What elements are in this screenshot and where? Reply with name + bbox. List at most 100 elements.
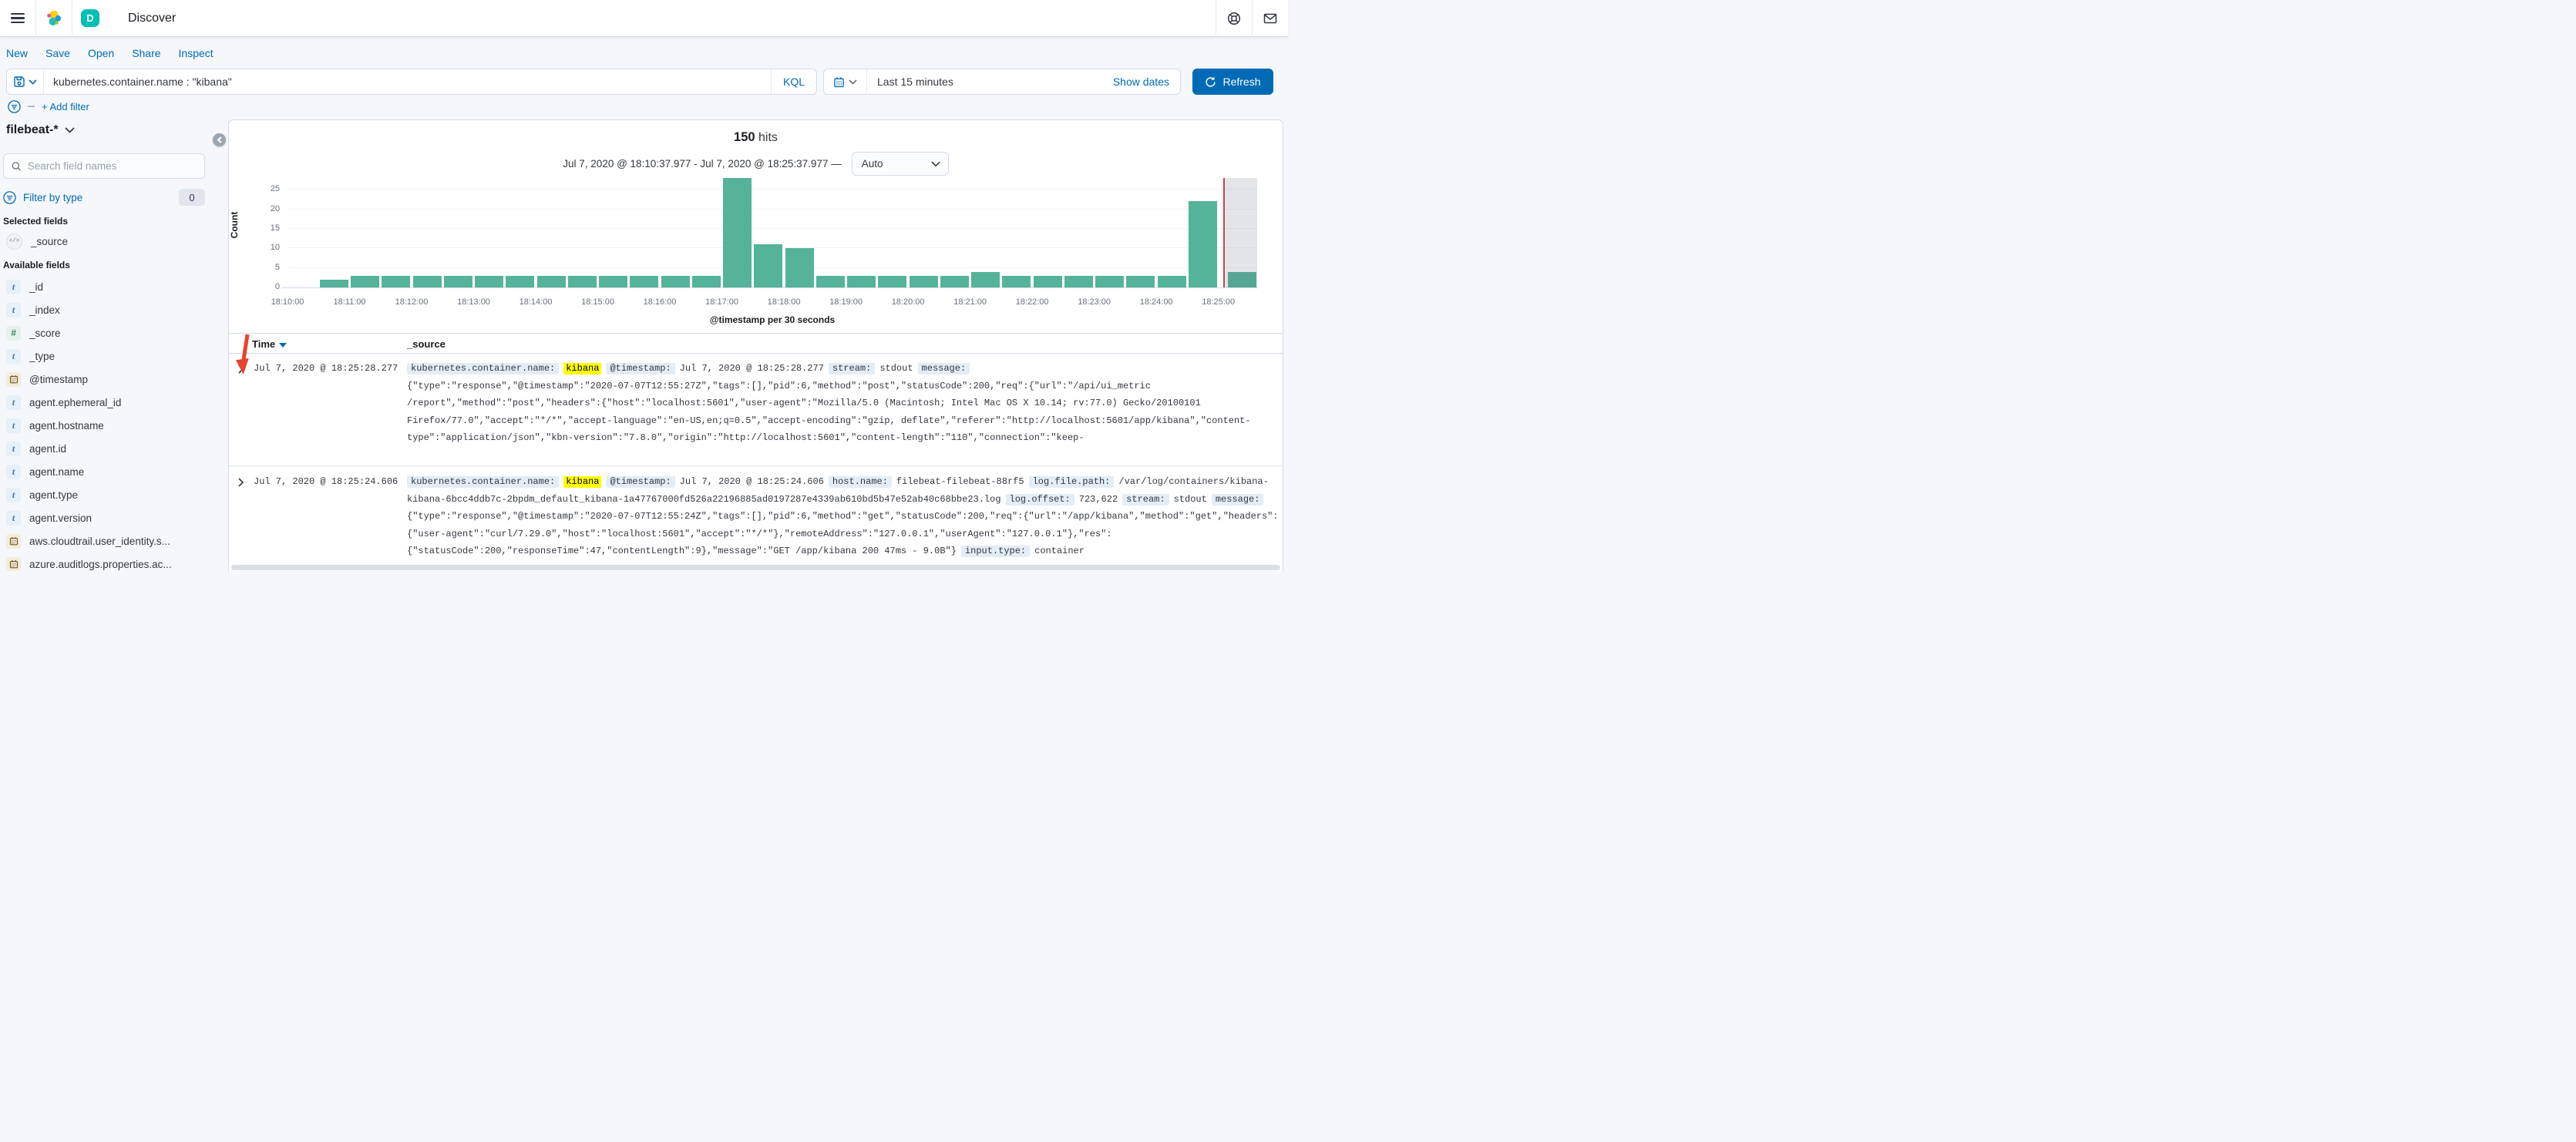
histogram-bar[interactable]: [909, 275, 938, 287]
query-language-button[interactable]: KQL: [770, 69, 816, 94]
histogram-bar[interactable]: [723, 178, 752, 287]
index-pattern-select[interactable]: filebeat-*: [6, 123, 75, 137]
document-row[interactable]: Jul 7, 2020 @ 18:25:24.606 kubernetes.con…: [229, 467, 1283, 572]
field-item-_score[interactable]: # _score: [0, 321, 228, 344]
histogram-bar[interactable]: [506, 275, 535, 287]
current-time-marker: [1223, 178, 1225, 287]
histogram-bar[interactable]: [536, 275, 566, 287]
horizontal-scrollbar[interactable]: [231, 565, 1280, 570]
histogram-bar[interactable]: [599, 275, 628, 287]
expand-row-button[interactable]: [237, 478, 244, 487]
histogram-bar[interactable]: [1157, 275, 1186, 287]
time-range-value[interactable]: Last 15 minutes: [877, 76, 953, 88]
field-item-@timestamp[interactable]: @timestamp: [0, 368, 228, 391]
histogram-bar[interactable]: [1033, 275, 1062, 287]
gridline: [288, 208, 1257, 210]
elastic-home-button[interactable]: [36, 0, 72, 37]
histogram-bar[interactable]: [1126, 275, 1155, 287]
field-item-agent.ephemeral_id[interactable]: t agent.ephemeral_id: [0, 391, 228, 414]
field-item-_type[interactable]: t _type: [0, 344, 228, 368]
x-axis-tick: 18:25:00: [1202, 297, 1236, 307]
field-search-box: [3, 153, 205, 179]
field-item-_index[interactable]: t _index: [0, 298, 228, 321]
field-item-azure.auditlogs.properties.ac...[interactable]: azure.auditlogs.properties.ac...: [0, 553, 228, 571]
histogram-bar[interactable]: [319, 279, 348, 287]
field-name: agent.version: [29, 512, 92, 524]
fields-sidebar: filebeat-* Filter by type 0 Selected fie…: [0, 116, 228, 571]
help-button[interactable]: [1216, 0, 1252, 37]
histogram-bar[interactable]: [971, 271, 1000, 287]
source-line: type":"application/json","kbn-version":"…: [407, 432, 1276, 450]
histogram-bar[interactable]: [661, 275, 690, 287]
field-value-text: 723,622: [1078, 493, 1118, 505]
histogram-bar[interactable]: [630, 275, 659, 287]
histogram-bar[interactable]: [1002, 275, 1031, 287]
histogram-bar[interactable]: [382, 275, 411, 287]
source-line: kibana-6bcc4ddb7c-2bpdm_default_kibana-1…: [407, 493, 1276, 512]
app-switcher-button[interactable]: D: [72, 0, 108, 37]
field-search-input[interactable]: [27, 160, 197, 172]
nav-link-save[interactable]: Save: [45, 47, 70, 59]
field-value-text: Jul 7, 2020 @ 18:25:24.606: [679, 476, 824, 487]
show-dates-button[interactable]: Show dates: [1112, 76, 1169, 88]
column-header-time[interactable]: Time: [252, 338, 288, 350]
field-value-text: type":"application/json","kbn-version":"…: [407, 432, 1085, 443]
histogram-bar[interactable]: [1188, 201, 1217, 287]
field-item-agent.version[interactable]: t agent.version: [0, 506, 228, 529]
histogram-bar[interactable]: [443, 275, 472, 287]
histogram-bar[interactable]: [1095, 275, 1125, 287]
histogram-bar[interactable]: [847, 275, 876, 287]
available-fields-heading: Available fields: [3, 260, 70, 270]
field-item-agent.id[interactable]: t agent.id: [0, 437, 228, 460]
histogram-bar[interactable]: [475, 275, 504, 287]
histogram-bar[interactable]: [785, 248, 814, 287]
filter-count-badge: 0: [179, 189, 205, 206]
query-row: KQL Last 15 minutes Show dates Refresh: [6, 69, 1275, 95]
query-bar: KQL: [6, 69, 817, 95]
nav-link-share[interactable]: Share: [132, 47, 161, 59]
nav-link-inspect[interactable]: Inspect: [178, 47, 214, 59]
histogram-bar[interactable]: [1228, 271, 1256, 287]
menu-button[interactable]: [0, 0, 35, 37]
saved-query-menu-button[interactable]: [7, 69, 44, 94]
nav-link-open[interactable]: Open: [87, 47, 115, 59]
query-input[interactable]: [44, 76, 771, 88]
interval-select[interactable]: Auto: [851, 152, 949, 176]
field-value-text: filebeat-filebeat-88rf5: [896, 476, 1024, 487]
histogram-bar[interactable]: [940, 275, 969, 287]
field-item-_id[interactable]: t _id: [0, 275, 228, 298]
newsfeed-button[interactable]: [1253, 0, 1288, 37]
filter-by-type-button[interactable]: Filter by type: [23, 191, 83, 203]
x-axis-tick: 18:12:00: [395, 297, 429, 307]
collapse-sidebar-button[interactable]: [213, 133, 226, 146]
x-axis-tick: 18:24:00: [1139, 297, 1173, 307]
document-row[interactable]: Jul 7, 2020 @ 18:25:28.277 kubernetes.con…: [229, 354, 1283, 466]
field-item-agent.name[interactable]: t agent.name: [0, 460, 228, 483]
field-item-aws.cloudtrail.user_identity.s...[interactable]: aws.cloudtrail.user_identity.s...: [0, 529, 228, 553]
histogram-bar[interactable]: [1064, 275, 1093, 287]
row-time-cell: Jul 7, 2020 @ 18:25:28.277: [254, 363, 399, 374]
number-field-icon: #: [6, 325, 21, 341]
histogram-bar[interactable]: [351, 275, 379, 287]
filter-icon[interactable]: [8, 99, 21, 113]
hamburger-icon: [11, 10, 25, 26]
histogram-bar[interactable]: [567, 275, 597, 287]
source-line: {"statusCode":200,"responseTime":47,"con…: [407, 546, 1276, 563]
expand-row-button[interactable]: [237, 364, 244, 374]
histogram-bar[interactable]: [816, 275, 845, 287]
field-item-agent.type[interactable]: t agent.type: [0, 483, 228, 506]
field-item-_source[interactable]: </> _source: [0, 230, 228, 253]
histogram-chart: 0 5 10 15 20 25 18:10:00 18:11:00 18:12:00 18:13:…: [271, 178, 1257, 307]
nav-link-new[interactable]: New: [6, 47, 29, 59]
date-quick-menu-button[interactable]: [824, 69, 867, 94]
string-field-icon: t: [6, 418, 21, 433]
field-item-agent.hostname[interactable]: t agent.hostname: [0, 414, 228, 437]
histogram-bar[interactable]: [878, 275, 907, 287]
histogram-bar[interactable]: [754, 244, 783, 287]
field-name-pill: stream:: [828, 363, 876, 375]
histogram-bar[interactable]: [691, 275, 721, 287]
date-field-icon: [6, 371, 21, 387]
refresh-button[interactable]: Refresh: [1192, 69, 1273, 95]
histogram-bar[interactable]: [412, 275, 442, 287]
add-filter-button[interactable]: + Add filter: [42, 100, 89, 113]
